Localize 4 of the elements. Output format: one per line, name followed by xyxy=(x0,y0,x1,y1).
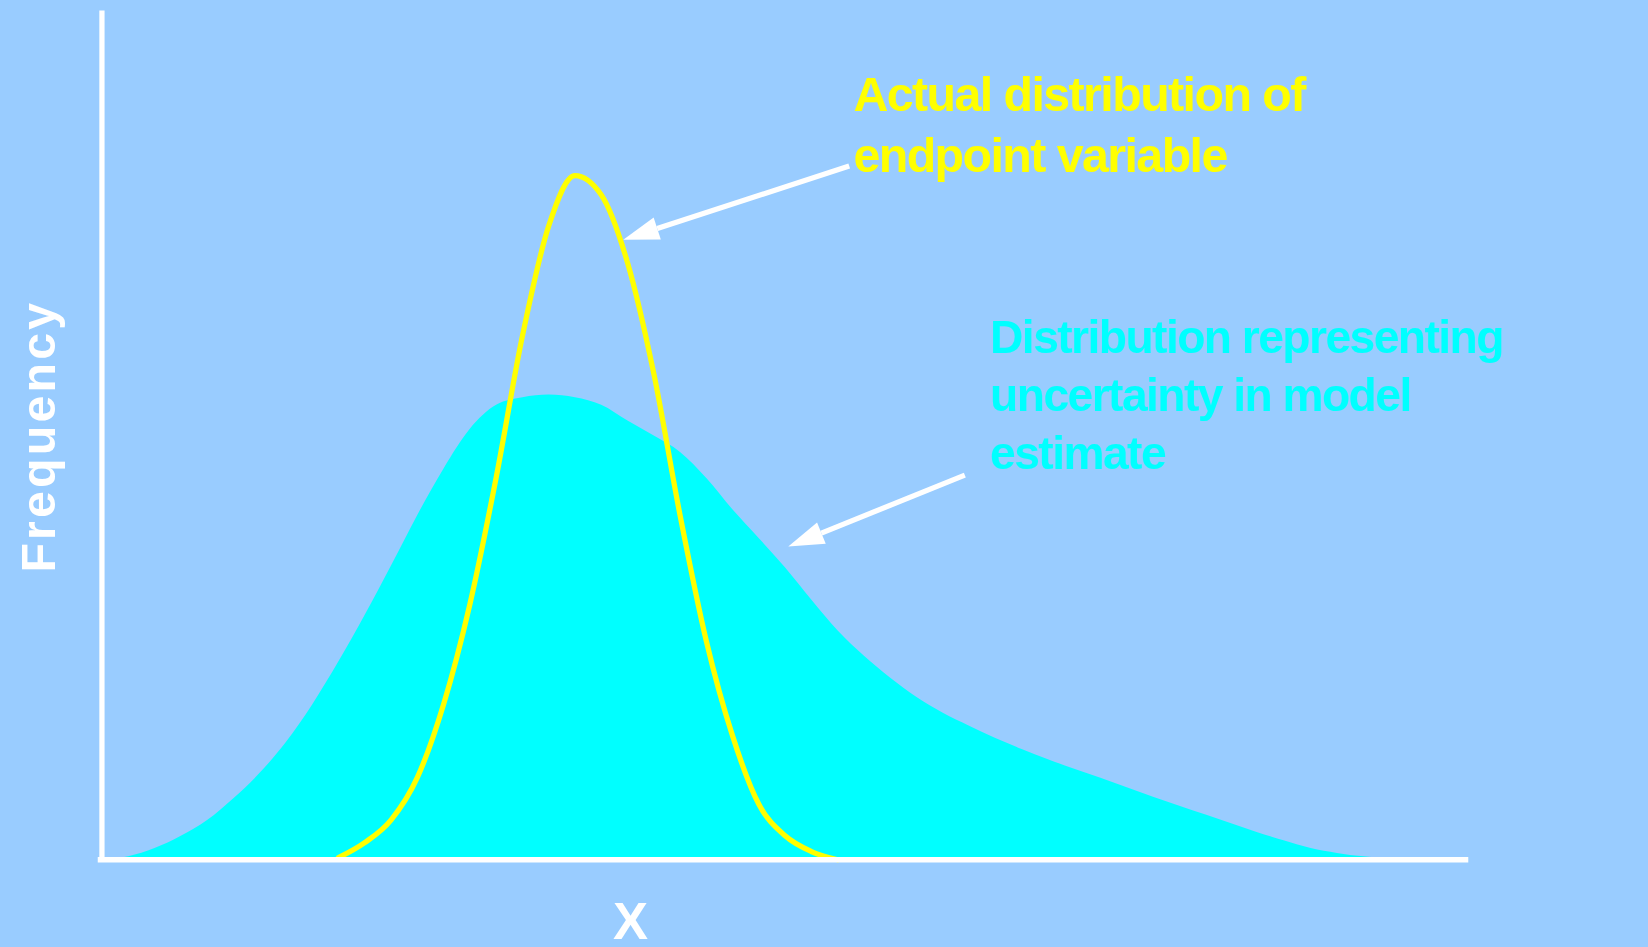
y-axis-title: Frequency xyxy=(10,299,65,573)
text: Actual distribution of endpoint variable xyxy=(853,67,1308,182)
text: Distribution representing uncertainty in model estimate xyxy=(990,311,1503,479)
x-axis-title: X xyxy=(613,890,649,947)
